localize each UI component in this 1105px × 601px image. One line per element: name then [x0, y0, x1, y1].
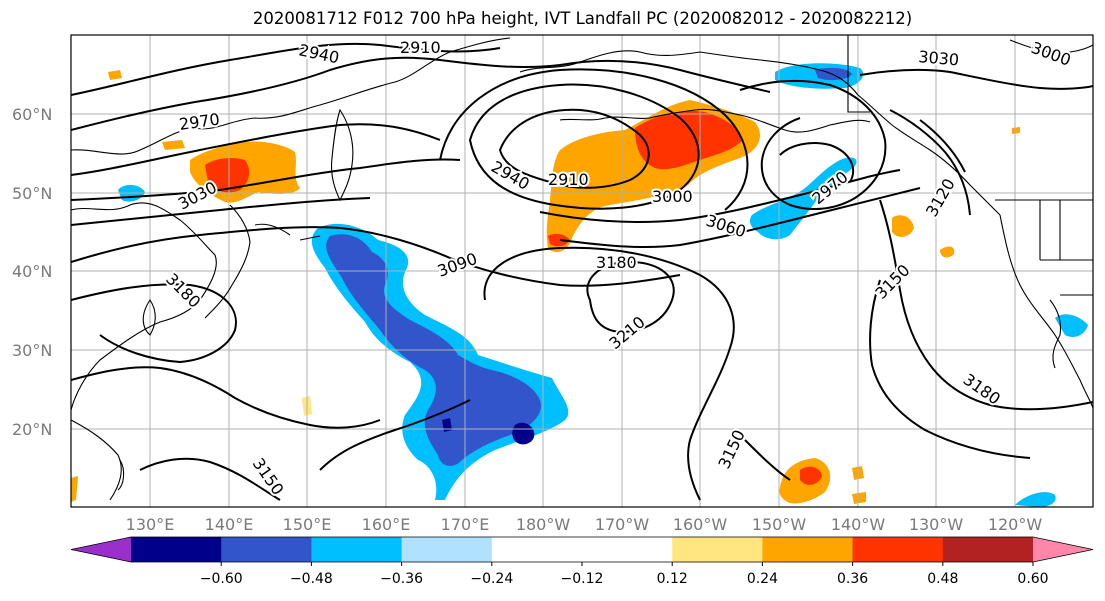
colorbar-tick-label: −0.48 — [290, 571, 333, 587]
lat-label: 60°N — [12, 105, 52, 124]
lat-label: 40°N — [12, 262, 52, 281]
colorbar-segment — [131, 537, 222, 562]
colorbar-segment — [852, 537, 944, 562]
lon-label: 130°E — [126, 515, 175, 534]
ivt-positive-core-aleutian — [635, 110, 742, 170]
colorbar-tick-label: 0.12 — [657, 571, 688, 587]
lat-label: 50°N — [12, 184, 52, 203]
contour-labels: 2940 2910 2970 3030 3180 2940 2910 3000 … — [160, 36, 1075, 501]
contour-label: 2910 — [548, 170, 589, 189]
contour-label: 3180 — [596, 253, 637, 272]
lon-label: 140°E — [205, 515, 254, 534]
ivt-shading — [71, 63, 1088, 507]
ivt-positive-patch-ne — [1012, 127, 1020, 134]
lon-label: 180°W — [516, 515, 571, 534]
latitude-labels: 60°N 50°N 40°N 30°N 20°N — [12, 105, 52, 439]
ivt-positive-core-japan — [205, 157, 250, 193]
ivt-positive-core-aleutian-2 — [548, 233, 570, 247]
longitude-labels: 130°E 140°E 150°E 160°E 170°E 180°W 170°… — [126, 515, 1043, 534]
lon-label: 140°W — [831, 515, 886, 534]
colorbar-tick-label: −0.60 — [200, 571, 243, 587]
ivt-positive-patch-west-edge — [71, 476, 78, 502]
ivt-negative-patch-california — [1055, 314, 1088, 337]
colorbar-segment — [221, 537, 312, 562]
ivt-negative-patch-southeast — [1015, 492, 1056, 507]
ivt-positive-patch-canada — [892, 215, 914, 237]
lat-label: 20°N — [12, 420, 52, 439]
ivt-positive-patch-south-3 — [852, 492, 866, 504]
map-frame — [70, 34, 1094, 508]
colorbar-segment — [311, 537, 403, 562]
colorbar-segment — [491, 537, 583, 562]
ivt-negative-patch-gulf — [750, 157, 857, 240]
colorbar-tick-label: −0.36 — [380, 571, 423, 587]
colorbar-tick-label: 0.36 — [837, 571, 868, 587]
map-title: 2020081712 F012 700 hPa height, IVT Land… — [252, 9, 913, 28]
lon-label: 150°E — [283, 515, 332, 534]
colorbar: −0.60 −0.48 −0.36 −0.24 −0.12 0.12 0.24 0.36 0.4… — [70, 536, 1094, 587]
ivt-positive-patch-nw-2 — [162, 140, 185, 150]
gridlines — [71, 35, 1093, 507]
ivt-positive-patch-nw — [108, 70, 122, 80]
lon-label: 160°W — [673, 515, 728, 534]
height-contours — [71, 42, 1093, 501]
colorbar-segment — [582, 537, 673, 562]
colorbar-outline — [70, 536, 1094, 563]
lon-label: 160°E — [362, 515, 411, 534]
ivt-positive-patch-canada-2 — [940, 246, 955, 258]
contour-label: 3000 — [652, 187, 693, 206]
colorbar-tick-label: 0.60 — [1017, 571, 1048, 587]
ivt-positive-patch-south-core — [800, 466, 822, 485]
colorbar-segment — [401, 537, 493, 562]
lon-label: 170°E — [441, 515, 490, 534]
lon-label: 120°W — [988, 515, 1043, 534]
contour-label: 2910 — [400, 38, 441, 57]
colorbar-tick-label: −0.12 — [561, 571, 604, 587]
lon-label: 130°W — [909, 515, 964, 534]
colorbar-tick-label: 0.24 — [747, 571, 778, 587]
colorbar-tick-label: −0.24 — [470, 571, 513, 587]
colorbar-tick-label: 0.48 — [927, 571, 958, 587]
ivt-negative-strong — [512, 422, 535, 445]
colorbar-segment — [672, 537, 763, 562]
colorbar-segment — [762, 537, 854, 562]
colorbar-segment — [942, 537, 1034, 562]
contour-label: 3030 — [918, 47, 960, 69]
lat-label: 30°N — [12, 341, 52, 360]
colorbar-extend-min — [71, 537, 131, 562]
lon-label: 150°W — [752, 515, 807, 534]
lon-label: 170°W — [595, 515, 650, 534]
colorbar-extend-max — [1033, 537, 1093, 562]
